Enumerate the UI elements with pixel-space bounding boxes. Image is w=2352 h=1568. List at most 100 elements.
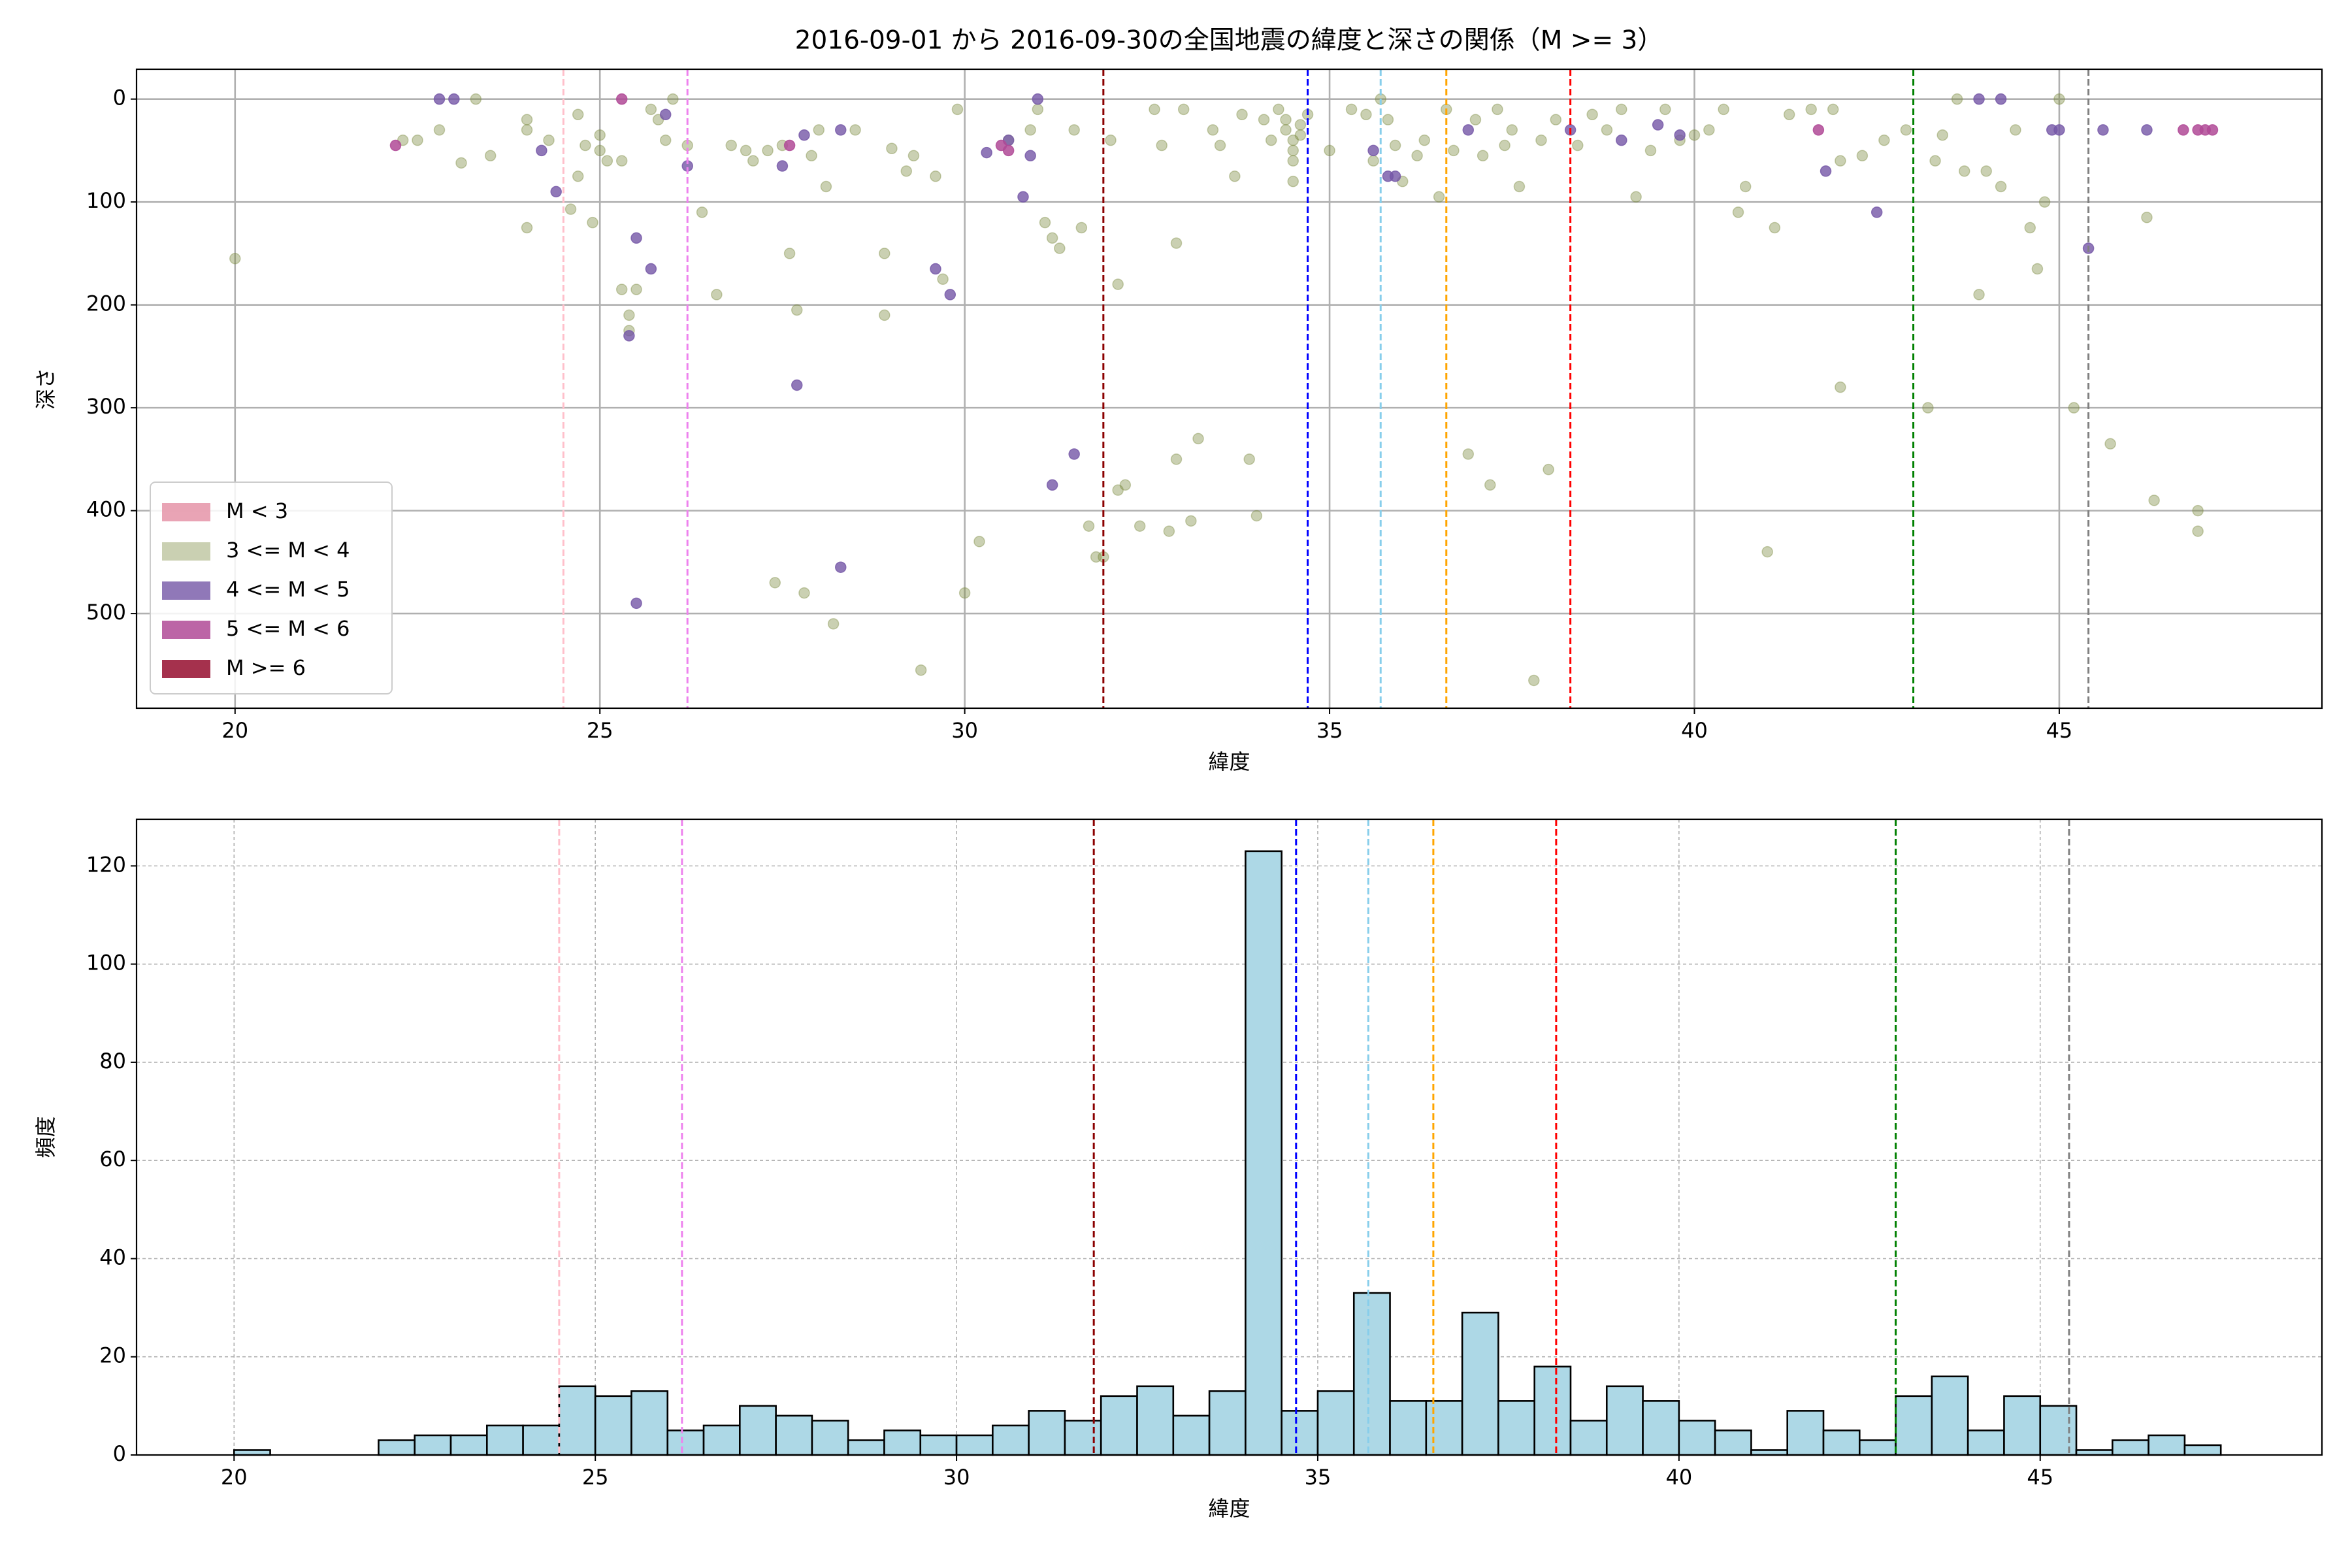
histogram-bar [2148,1434,2186,1456]
histogram-bar [919,1434,958,1456]
histogram-bar [1136,1385,1175,1456]
scatter-point [1068,448,1080,460]
x-axis-label: 緯度 [1208,749,1250,774]
scatter-point [2148,495,2160,506]
histogram-bar [1281,1410,1319,1456]
scatter-point [623,330,635,342]
scatter-point [740,144,752,157]
y-tick-label: 100 [86,951,126,975]
histogram-bar [1245,850,1282,1456]
histogram-bar [1533,1365,1572,1456]
scatter-point [769,577,781,589]
histogram-bar [1786,1410,1825,1456]
scatter-point [776,160,789,172]
scatter-point [1820,165,1832,177]
scatter-point [1360,108,1372,121]
histogram-bar [1822,1429,1861,1456]
histogram-bar [1100,1395,1138,1456]
legend-swatch [162,621,210,639]
x-tick-label: 30 [951,718,978,743]
histogram-bar [1172,1414,1211,1456]
x-tick-label: 25 [582,1465,609,1490]
scatter-point [2053,93,2065,105]
scatter-point [1192,433,1204,445]
scatter-point [886,142,898,155]
scatter-point [1280,124,1292,136]
legend-label: 5 <= M < 6 [226,616,350,641]
scatter-point [1688,129,1701,141]
scatter-point [835,561,847,573]
scatter-point [1856,150,1869,162]
scatter-point [2097,124,2109,136]
scatter-point [1258,114,1270,125]
scatter-point [455,157,467,169]
scatter-point [1032,93,1044,105]
scatter-point [1024,150,1036,162]
scatter-point [2031,263,2044,275]
histogram-bar [1497,1400,1535,1456]
scatter-point [1805,103,1817,116]
scatter-point [1835,155,1846,167]
scatter-point [1958,165,1970,177]
scatter-point [1630,191,1642,203]
scatter-point [1462,448,1475,460]
scatter-point [2104,438,2116,450]
histogram-bar [1208,1390,1247,1456]
histogram-bar [233,1449,271,1456]
scatter-point [937,273,949,286]
scatter-point [835,124,847,136]
histogram-bar [414,1434,452,1456]
x-tick-label: 20 [221,718,248,743]
scatter-point [1783,108,1795,121]
histogram-bar [1352,1292,1391,1456]
scatter-point [2178,124,2189,136]
scatter-point [2192,525,2204,537]
scatter-point [572,108,584,121]
scatter-point [1951,93,1963,105]
scatter-point [1273,103,1284,116]
scatter-point [1973,289,1985,301]
scatter-point [1039,216,1051,229]
scatter-point [1367,155,1379,167]
scatter-point [2053,124,2065,136]
histogram-bar [992,1424,1030,1456]
y-axis-label: 頻度 [33,1116,58,1158]
scatter-point [229,253,241,265]
x-tick-label: 45 [2027,1465,2053,1490]
scatter-point [623,309,635,321]
scatter-point [1294,129,1307,141]
histogram-bar [558,1385,596,1456]
scatter-point [1032,103,1044,116]
scatter-point [1761,546,1773,558]
histogram-bar [378,1439,416,1456]
histogram-bar [1389,1400,1428,1456]
histogram-bar [522,1424,561,1456]
scatter-point [1674,129,1686,141]
scatter-point [594,144,606,157]
scatter-point [630,597,642,610]
scatter-point [907,150,920,162]
scatter-point [1995,93,2007,105]
histogram-bar [486,1424,524,1456]
scatter-point [1812,124,1825,136]
histogram-bar [955,1434,994,1456]
scatter-point [1119,479,1132,491]
y-tick-label: 400 [86,497,126,522]
scatter-point [813,124,825,136]
scatter-point [783,139,796,152]
scatter-point [2141,212,2153,223]
scatter-point [1149,103,1160,116]
histogram-bar [594,1395,632,1456]
legend-swatch [162,581,210,600]
scatter-point [1075,221,1088,234]
histogram-bar [1931,1375,1969,1456]
scatter-point [1900,124,1912,136]
histogram-bar [1569,1420,1608,1456]
scatter-point [1936,129,1948,141]
scatter-point [1616,134,1627,146]
scatter-point [484,150,497,162]
scatter-point [1017,191,1029,203]
x-tick-label: 35 [1305,1465,1331,1490]
scatter-point [1250,510,1263,522]
